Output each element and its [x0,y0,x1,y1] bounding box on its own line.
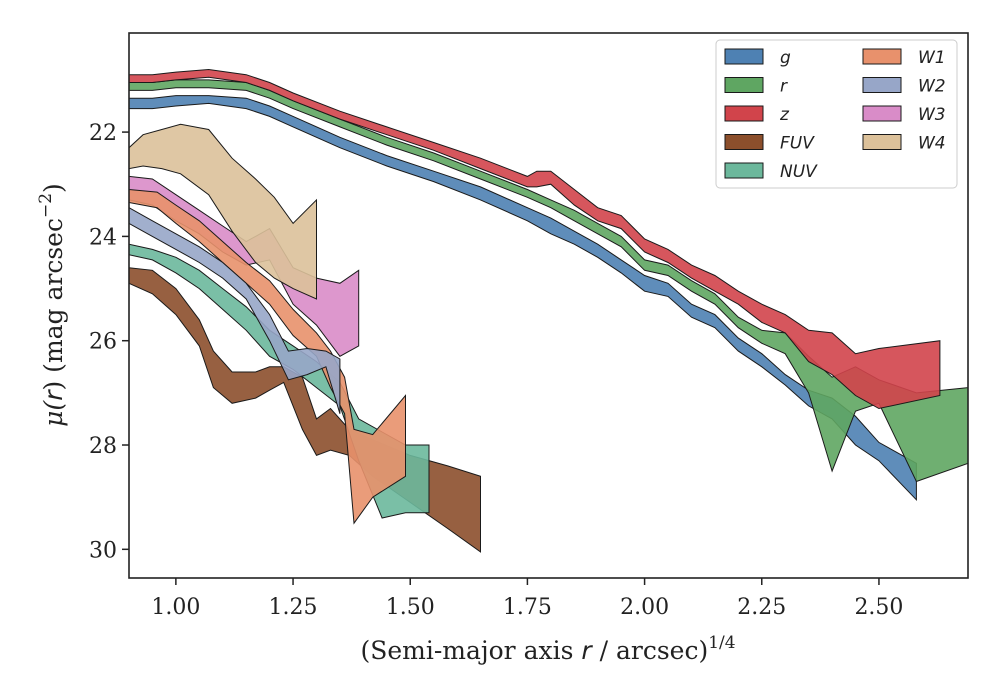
band-w1 [129,188,406,525]
x-tick-label: 1.75 [503,595,552,620]
series-bands [129,68,968,553]
x-tick-label: 1.50 [386,595,435,620]
legend-swatch-w1 [862,48,902,65]
band-g [129,95,917,502]
band-w4 [129,123,317,300]
x-tick-label: 1.25 [269,595,318,620]
y-tick-label: 26 [89,330,117,355]
legend-swatch-g [724,48,764,65]
x-tick-label: 2.25 [737,595,786,620]
legend-swatch-z [724,105,764,122]
x-tick-label: 2.50 [854,595,903,620]
band-z [129,68,941,410]
y-tick-label: 22 [89,121,117,146]
legend-swatch-w2 [862,77,902,93]
x-axis-ticks: 1.00 1.25 1.50 1.75 2.00 2.25 2.50 [151,578,903,620]
legend-swatch-nuv [724,162,764,179]
legend-swatch-w3 [862,105,902,122]
legend-label-r: r [780,77,788,97]
legend-label-w1: W1 [918,48,946,68]
y-tick-label: 30 [89,538,117,563]
legend-label-w2: W2 [918,77,946,97]
legend-swatch-fuv [724,134,764,150]
legend: grz FUV NUV W1 W2 W3 W4 [715,39,958,189]
legend-label-w3: W3 [918,105,946,125]
band-nuv [129,243,430,519]
y-tick-label: 28 [89,434,117,459]
x-tick-label: 2.00 [620,595,669,620]
band-w2 [129,207,341,414]
band-r [129,79,968,483]
x-tick-label: 1.00 [151,595,200,620]
legend-swatch-w4 [862,134,902,150]
y-axis-label: μ(r) (mag arcsec−2) [36,183,68,427]
y-tick-label: 24 [89,225,117,250]
legend-label-fuv: FUV [780,134,815,154]
legend-label-z: z [779,105,790,125]
legend-swatch-r [724,77,764,93]
legend-label-w4: W4 [918,134,946,154]
plot-frame [128,32,969,579]
x-axis-label: (Semi-major axis r / arcsec)1/4 [360,633,735,665]
legend-label-g: g [780,48,791,68]
y-axis-ticks: 22 24 26 28 30 [89,121,129,563]
legend-label-nuv: NUV [780,162,818,182]
